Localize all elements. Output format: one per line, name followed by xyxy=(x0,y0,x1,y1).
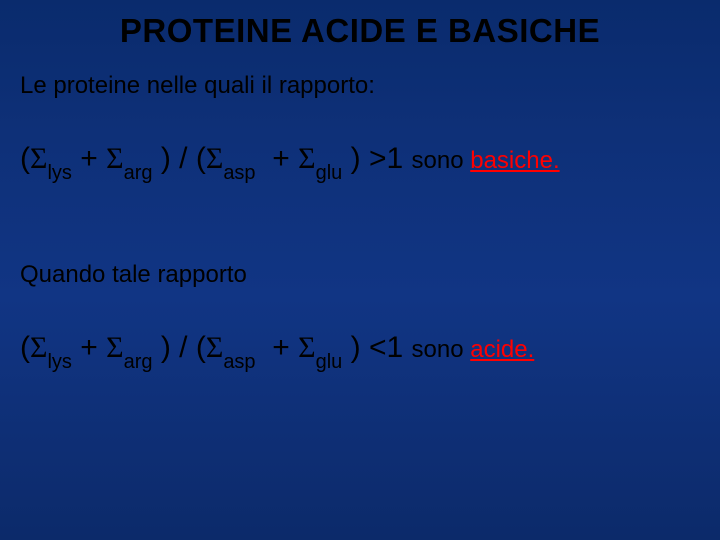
sub-lys: lys xyxy=(47,351,71,373)
plus-1: + xyxy=(72,142,106,175)
sigma-icon: Σ xyxy=(206,331,223,364)
paren-open: ( xyxy=(20,142,30,175)
sub-glu: glu xyxy=(316,351,343,373)
plus-2: + xyxy=(264,142,298,175)
paren-close: ) xyxy=(161,331,171,364)
slide-container: PROTEINE ACIDE E BASICHE Le proteine nel… xyxy=(0,0,720,540)
plus-2: + xyxy=(264,331,298,364)
paren-open: ( xyxy=(20,331,30,364)
sigma-icon: Σ xyxy=(298,331,315,364)
slide-title: PROTEINE ACIDE E BASICHE xyxy=(20,12,700,50)
sub-asp: asp xyxy=(223,351,255,373)
sigma-icon: Σ xyxy=(298,142,315,175)
text-sono: sono xyxy=(412,147,471,174)
text-sono: sono xyxy=(412,336,471,363)
sigma-icon: Σ xyxy=(106,331,123,364)
plus-1: + xyxy=(72,331,106,364)
text-acide: acide. xyxy=(470,336,534,363)
sub-lys: lys xyxy=(47,162,71,184)
paren-close-2: ) xyxy=(351,142,361,175)
sigma-icon: Σ xyxy=(30,331,47,364)
sub-arg: arg xyxy=(124,162,153,184)
sigma-icon: Σ xyxy=(30,142,47,175)
sigma-icon: Σ xyxy=(206,142,223,175)
div-open: / ( xyxy=(171,331,206,364)
sigma-icon: Σ xyxy=(106,142,123,175)
paren-close: ) xyxy=(161,142,171,175)
sub-glu: glu xyxy=(316,162,343,184)
formula-basic: (Σlys + Σarg ) / (Σasp + Σglu ) >1 sono … xyxy=(20,142,700,181)
gt1: >1 xyxy=(361,142,412,175)
mid-text: Quando tale rapporto xyxy=(20,261,700,289)
intro-text: Le proteine nelle quali il rapporto: xyxy=(20,72,700,100)
text-basiche: basiche. xyxy=(470,147,559,174)
div-open: / ( xyxy=(171,142,206,175)
formula-acid: (Σlys + Σarg ) / (Σasp + Σglu ) <1 sono … xyxy=(20,331,700,370)
lt1: <1 xyxy=(361,331,412,364)
sub-asp: asp xyxy=(223,162,255,184)
sub-arg: arg xyxy=(124,351,153,373)
paren-close-2: ) xyxy=(351,331,361,364)
